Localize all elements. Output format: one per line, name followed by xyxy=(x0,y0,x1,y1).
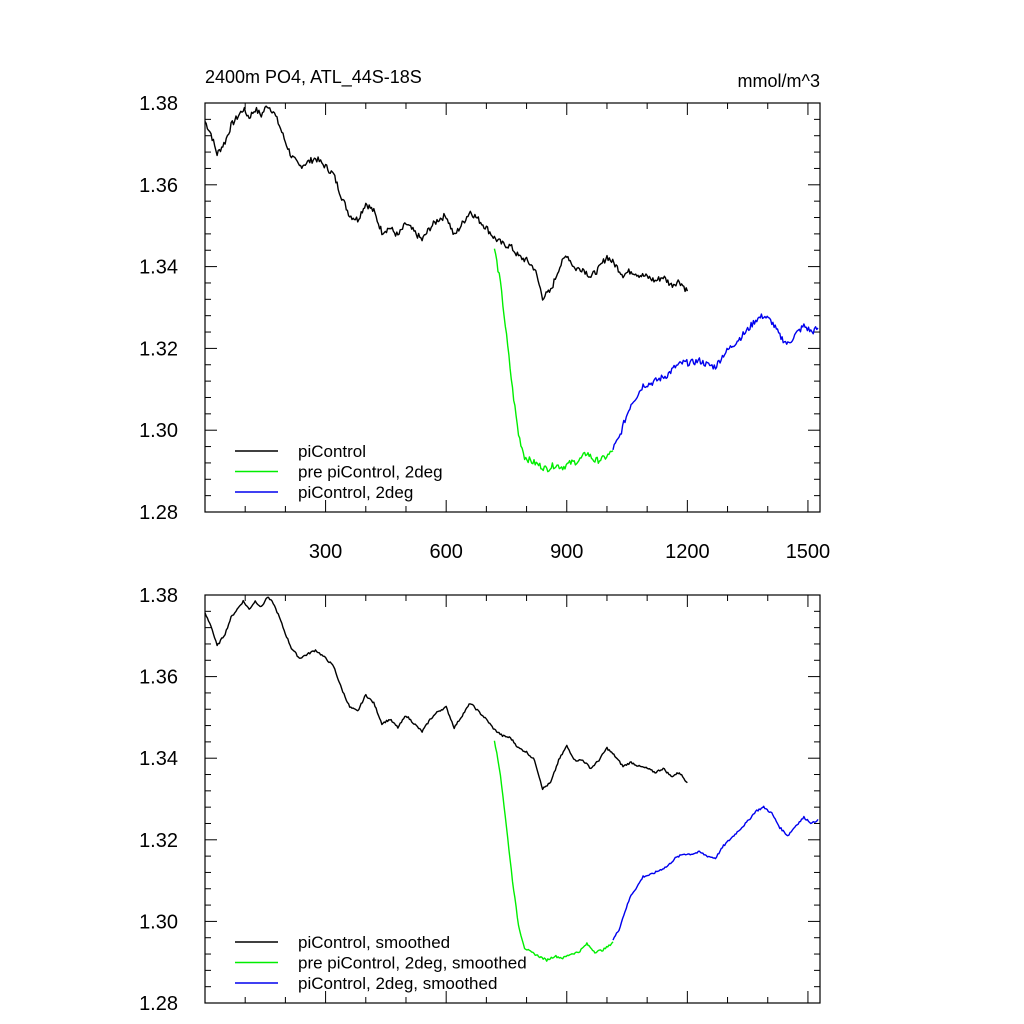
bottom-panel: 1.28 1.30 1.32 1.34 1.36 1.38 piControl, smoot… xyxy=(139,585,821,1015)
y-tick-label: 1.38 xyxy=(139,93,178,115)
x-tick-label: 1500 xyxy=(786,541,831,563)
legend-label: pre piControl, 2deg, smoothed xyxy=(298,954,527,973)
y-tick-label: 1.34 xyxy=(139,257,178,279)
series-line-3 xyxy=(612,313,819,451)
series-line-2 xyxy=(493,740,614,962)
plot-frame xyxy=(204,102,821,513)
x-tick-label: 300 xyxy=(309,541,342,563)
plot-frame xyxy=(204,594,821,1004)
legend-label: pre piControl, 2deg xyxy=(298,463,443,482)
y-tick-label: 1.32 xyxy=(139,338,178,360)
series-line-2 xyxy=(493,248,614,473)
units-label: mmol/m^3 xyxy=(738,71,820,91)
top-panel: 2400m PO4, ATL_44S-18S mmol/m^3 300 600 90… xyxy=(139,67,830,563)
legend-label: piControl, smoothed xyxy=(298,933,450,952)
series-line-1 xyxy=(204,596,688,791)
series-line-3 xyxy=(612,805,819,941)
panel-title: 2400m PO4, ATL_44S-18S xyxy=(205,67,422,88)
legend-label: piControl, 2deg xyxy=(298,483,413,502)
y-tick-label: 1.32 xyxy=(139,830,178,852)
legend-label: piControl xyxy=(298,442,366,461)
y-tick-label: 1.36 xyxy=(139,667,178,689)
x-tick-label: 900 xyxy=(550,541,583,563)
y-tick-label: 1.28 xyxy=(139,993,178,1015)
y-tick-label: 1.34 xyxy=(139,748,178,770)
y-tick-label: 1.38 xyxy=(139,585,178,607)
series-line-1 xyxy=(204,105,689,301)
x-tick-label: 1200 xyxy=(665,541,710,563)
y-tick-label: 1.30 xyxy=(139,420,178,442)
y-tick-label: 1.30 xyxy=(139,911,178,933)
legend-label: piControl, 2deg, smoothed xyxy=(298,974,497,993)
y-tick-label: 1.28 xyxy=(139,502,178,524)
y-tick-label: 1.36 xyxy=(139,175,178,197)
x-tick-label: 600 xyxy=(429,541,462,563)
